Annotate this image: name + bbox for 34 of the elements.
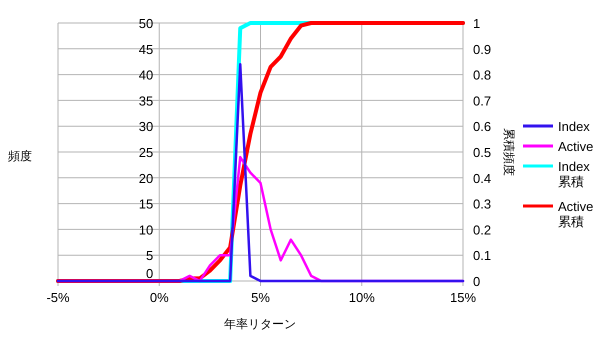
x-tick-label: 5% xyxy=(251,290,270,305)
x-tick-label: -5% xyxy=(46,290,70,305)
y-tick-label: 15 xyxy=(138,196,154,212)
x-tick-label: 10% xyxy=(348,290,376,305)
x-axis-title: 年率リターン xyxy=(224,317,296,331)
legend-label: Active xyxy=(558,139,594,154)
y-tick-label: 25 xyxy=(138,145,154,160)
y2-tick-label: 1 xyxy=(473,16,480,31)
y-tick-label: 45 xyxy=(138,42,154,57)
x-tick-label: 0% xyxy=(150,290,170,305)
y-tick-label: 30 xyxy=(138,119,154,134)
x-tick-label: 15% xyxy=(450,290,476,305)
y2-tick-label: 0.7 xyxy=(473,93,492,108)
legend-label: Active 累積 xyxy=(558,199,594,229)
y2-tick-label: 0.3 xyxy=(473,196,492,212)
y2-tick-label: 0.9 xyxy=(473,42,492,57)
y2-tick-label: 0.6 xyxy=(473,119,492,134)
y2-tick-label: 0.8 xyxy=(473,68,492,83)
y-tick-label: 10 xyxy=(138,222,154,238)
y-axis-title: 頻度 xyxy=(8,149,32,163)
y-tick-label: 5 xyxy=(146,248,154,264)
y2-tick-label: 0.4 xyxy=(473,170,492,186)
legend-label: Index 累積 xyxy=(558,159,590,189)
y-tick-label: 35 xyxy=(138,93,154,108)
y-tick-label: 0 xyxy=(146,266,154,281)
y-tick-label: 40 xyxy=(138,68,154,83)
y-tick-label: 20 xyxy=(138,170,154,186)
legend-label: Index xyxy=(558,119,590,134)
y2-tick-label: 0.5 xyxy=(473,145,492,160)
y2-tick-label: 0 xyxy=(473,274,480,289)
y2-axis-title: 累積頻度 xyxy=(502,128,516,176)
y2-tick-label: 0.1 xyxy=(473,248,492,264)
y-tick-label: 50 xyxy=(138,16,154,31)
y2-tick-label: 0.2 xyxy=(473,222,492,238)
